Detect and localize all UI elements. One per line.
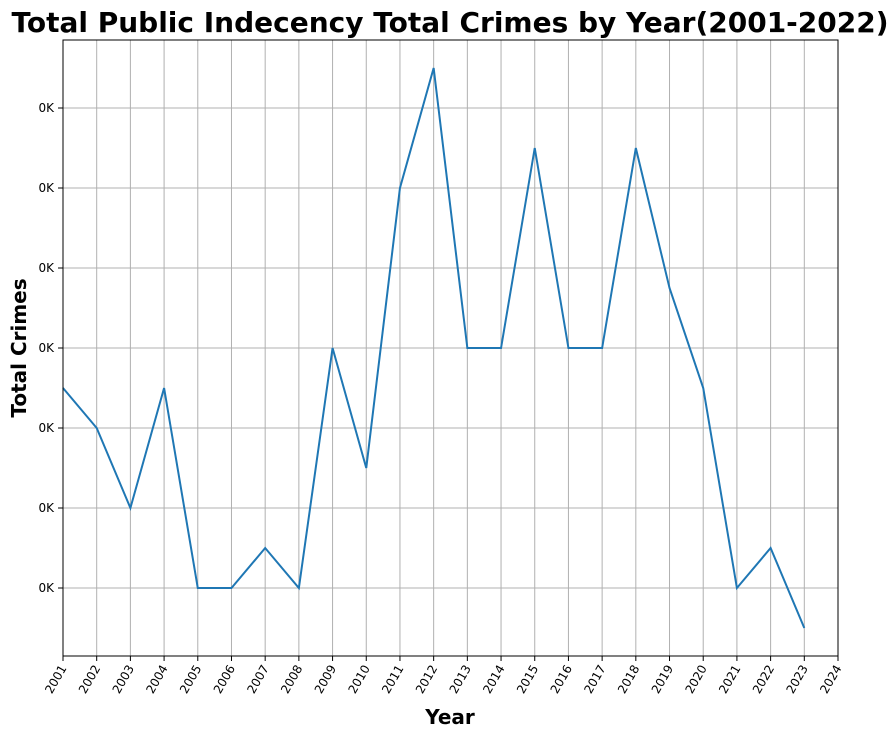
x-tick-label: 2018 — [615, 663, 642, 696]
x-tick-label: 2005 — [177, 663, 204, 696]
x-tick-label: 2020 — [682, 663, 709, 696]
y-tick-label: 0K — [38, 101, 55, 115]
x-tick-label: 2002 — [76, 663, 103, 696]
x-tick-label: 2006 — [211, 663, 238, 696]
x-tick-label: 2004 — [143, 663, 170, 696]
y-tick-label: 0K — [38, 581, 55, 595]
series-line-group — [62, 67, 806, 629]
x-tick-label: 2021 — [716, 663, 743, 696]
x-tick-label: 2001 — [42, 663, 69, 696]
x-tick-label: 2019 — [649, 663, 676, 696]
x-tick-label: 2013 — [447, 663, 474, 696]
y-tick-label: 0K — [38, 341, 55, 355]
x-tick-label: 2023 — [784, 663, 811, 696]
y-tick-label: 0K — [38, 261, 55, 275]
series-line — [62, 67, 806, 629]
x-tick-label: 2009 — [312, 663, 339, 696]
x-tick-label: 2016 — [548, 663, 575, 696]
x-tick-label: 2008 — [278, 663, 305, 696]
x-tick-label: 2017 — [581, 663, 608, 696]
x-tick-label: 2015 — [514, 663, 541, 696]
x-tick-label: 2003 — [110, 663, 137, 696]
y-tick-label: 0K — [38, 421, 55, 435]
chart-title: Total Public Indecency Total Crimes by Y… — [11, 6, 888, 39]
y-axis-label: Total Crimes — [7, 278, 31, 417]
grid — [62, 40, 839, 656]
x-tick-label: 2024 — [817, 663, 844, 696]
x-tick-label: 2011 — [379, 663, 406, 696]
x-tick-label: 2022 — [750, 663, 777, 696]
x-axis-label: Year — [424, 705, 475, 729]
y-tick-label: 0K — [38, 501, 55, 515]
x-tick-label: 2014 — [480, 663, 507, 696]
x-tick-label: 2010 — [345, 663, 372, 696]
x-axis-ticks: 2001 2002 2003 2004 2005 2006 2007 2008 2009 2010… — [42, 656, 845, 696]
y-tick-label: 0K — [38, 181, 55, 195]
y-axis-ticks: 0K 0K 0K 0K 0K 0K 0K — [38, 101, 63, 595]
x-tick-label: 2007 — [244, 663, 271, 696]
x-tick-label: 2012 — [413, 663, 440, 696]
